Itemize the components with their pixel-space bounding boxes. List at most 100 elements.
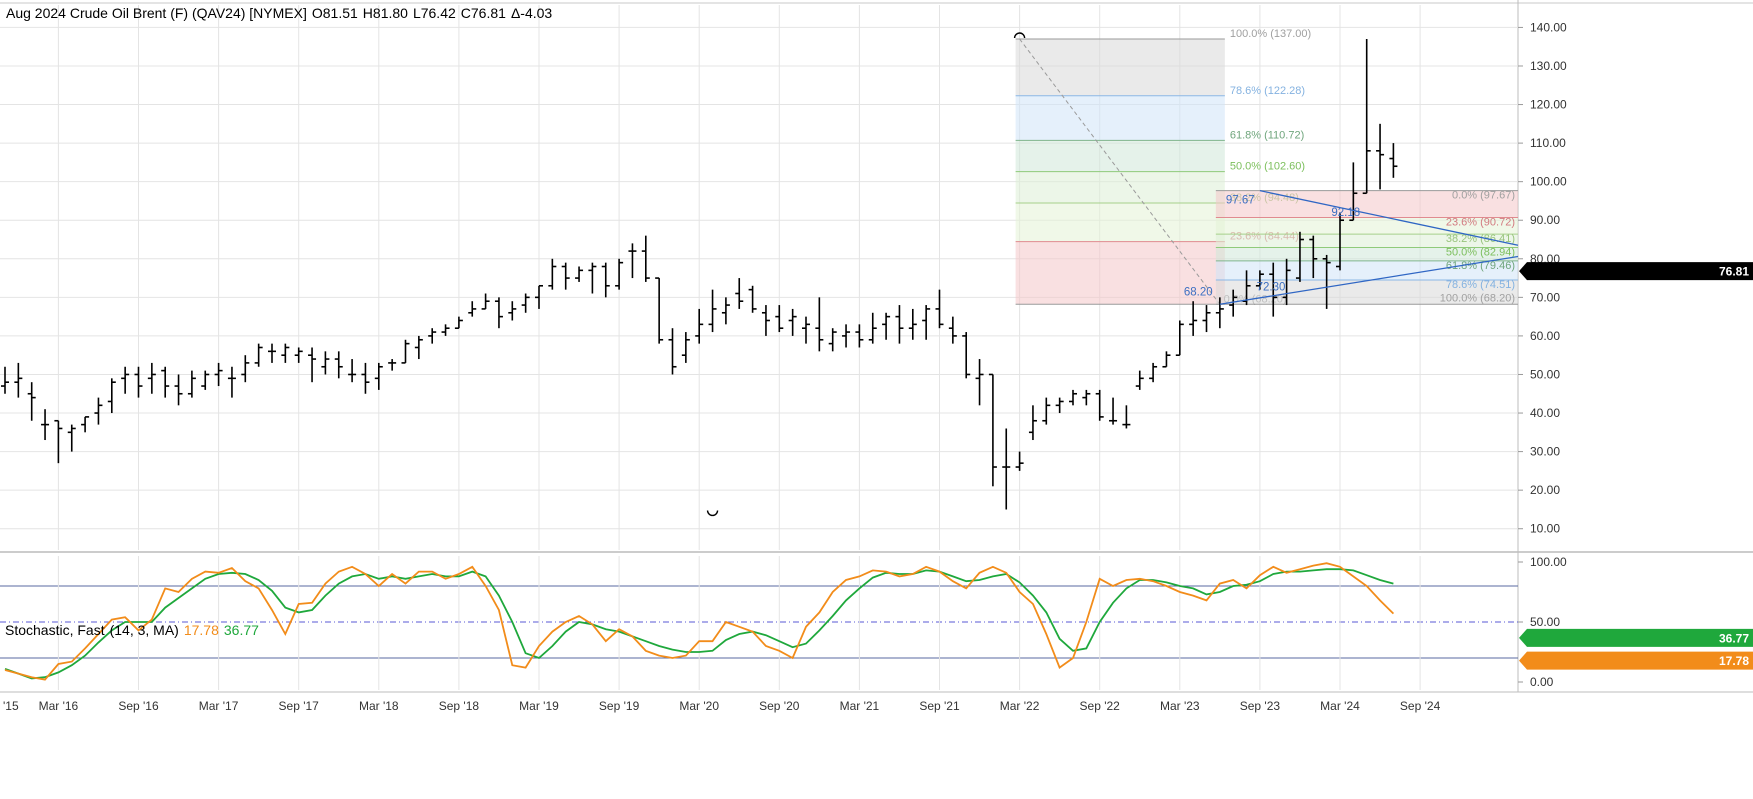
- ohlc-bar: [348, 359, 357, 383]
- fib-zone: [1015, 38, 1225, 96]
- stochastic-tick-label: 100.00: [1530, 555, 1567, 569]
- ohlc-bars: [1, 38, 1398, 510]
- ohlc-bar: [1255, 270, 1264, 290]
- annotations: 97.67 92.18 72.30 68.20: [706, 32, 1360, 517]
- x-tick-label: Mar '16: [39, 699, 79, 713]
- fib-zone: [1015, 202, 1225, 242]
- close-value: C76.81: [460, 5, 506, 21]
- swing-low-marker: [706, 510, 719, 517]
- fib-zone: [1015, 95, 1225, 141]
- contract-title: Aug 2024 Crude Oil Brent (F) (QAV24) [NY…: [6, 5, 307, 21]
- ohlc-bar: [975, 359, 984, 406]
- ohlc-bar: [414, 335, 423, 360]
- ohlc-bar: [508, 301, 517, 321]
- open-value: O81.51: [311, 5, 358, 21]
- ohlc-bar: [1242, 270, 1251, 306]
- ohlc-bar: [147, 362, 156, 394]
- ohlc-bar: [842, 324, 851, 348]
- ohlc-bar: [655, 277, 664, 344]
- x-tick-label: Mar '19: [519, 699, 559, 713]
- ohlc-bar: [548, 258, 557, 290]
- ohlc-bar: [41, 409, 50, 441]
- last-price-badge: 76.81: [1519, 262, 1753, 281]
- ohlc-bar: [882, 312, 891, 340]
- ohlc-bar: [615, 258, 624, 290]
- ohlc-bar: [1202, 305, 1211, 333]
- ohlc-bar: [481, 293, 490, 310]
- ohlc-bar: [695, 308, 704, 344]
- stochastic-k-value: 17.78: [183, 622, 219, 638]
- price-tick-label: 30.00: [1530, 445, 1560, 459]
- price-tick-label: 140.00: [1530, 20, 1567, 34]
- ohlc-bar: [1162, 351, 1171, 368]
- price-tick-label: 90.00: [1530, 213, 1560, 227]
- x-tick-label: Sep '16: [118, 699, 159, 713]
- ohlc-bar: [1322, 254, 1331, 309]
- ohlc-bar: [535, 284, 543, 309]
- ohlc-bar: [1336, 212, 1344, 271]
- ohlc-bar: [441, 324, 450, 336]
- fib2-level-label: 23.6% (90.72): [1446, 216, 1515, 228]
- price-tick-label: 50.00: [1530, 367, 1560, 381]
- fib-zone: [1215, 247, 1518, 261]
- higher-low-label: 72.30: [1257, 281, 1286, 293]
- stochastic-y-axis: 0.00 50.00 100.00: [1518, 555, 1567, 689]
- last-price-badge-label: 76.81: [1719, 265, 1749, 279]
- ohlc-bar: [601, 262, 610, 298]
- ohlc-bar: [948, 316, 957, 344]
- stochastic-d-badge-label: 36.77: [1719, 631, 1749, 645]
- ohlc-bar: [374, 362, 383, 390]
- stochastic-params: (14, 3, MA): [109, 622, 179, 638]
- ohlc-bar: [1135, 370, 1144, 390]
- ohlc-bar: [1109, 397, 1118, 425]
- price-tick-label: 40.00: [1530, 406, 1560, 420]
- x-tick-label: Sep '24: [1400, 699, 1441, 713]
- fib-retracement-1: 100.0% (137.00) 78.6% (122.28) 61.8% (110.…: [1015, 28, 1311, 305]
- ohlc-bar: [54, 419, 63, 464]
- ohlc-bar: [1215, 297, 1224, 329]
- value-badges: 76.81 36.77 17.78: [1519, 262, 1753, 670]
- ohlc-bar: [468, 301, 477, 317]
- fib-zone: [1015, 241, 1225, 305]
- swing-high-marker: [1013, 32, 1026, 39]
- ohlc-bar: [788, 308, 797, 336]
- ohlc-bar: [708, 289, 717, 333]
- price-tick-label: 60.00: [1530, 329, 1560, 343]
- ohlc-bar: [561, 262, 570, 290]
- ohlc-bar: [908, 308, 917, 340]
- ohlc-bar: [121, 366, 130, 394]
- ohlc-bar: [1362, 38, 1371, 195]
- ohlc-bar: [361, 362, 370, 394]
- ohlc-bar: [935, 289, 944, 329]
- last-price-badge-shape: [1519, 262, 1753, 281]
- ohlc-bar: [14, 362, 23, 398]
- ohlc-bar: [321, 351, 330, 375]
- x-tick-label: Sep '23: [1240, 699, 1281, 713]
- ohlc-bar: [494, 297, 503, 329]
- fib1-level-label: 78.6% (122.28): [1230, 85, 1305, 97]
- x-tick-label: Sep '18: [439, 699, 480, 713]
- high-value: H81.80: [362, 5, 408, 21]
- ohlc-bar: [161, 366, 170, 398]
- stochastic-label: Stochastic, Fast: [5, 622, 105, 638]
- ohlc-bar: [1028, 405, 1037, 441]
- fib1-level-label: 50.0% (102.60): [1230, 161, 1305, 173]
- ohlc-bar: [588, 262, 597, 294]
- ohlc-bar: [81, 416, 90, 433]
- ohlc-bar: [1042, 397, 1051, 425]
- ohlc-bar: [855, 324, 864, 348]
- ohlc-bar: [575, 266, 584, 282]
- ohlc-bar: [27, 382, 36, 421]
- x-tick-label: Mar '23: [1160, 699, 1200, 713]
- fib2-level-label: 78.6% (74.51): [1446, 279, 1515, 291]
- ohlc-bar: [962, 332, 971, 379]
- x-tick-label: Mar '17: [199, 699, 239, 713]
- ohlc-bar: [1229, 289, 1238, 317]
- change-value: Δ-4.03: [510, 5, 553, 21]
- fib-zone: [1215, 260, 1518, 280]
- ohlc-bar: [254, 343, 263, 367]
- ohlc-bar: [454, 316, 463, 330]
- x-axis: '15 Mar '16 Sep '16 Mar '17 Sep '17 Mar '18 Se…: [3, 699, 1441, 713]
- ohlc-bar: [922, 305, 931, 340]
